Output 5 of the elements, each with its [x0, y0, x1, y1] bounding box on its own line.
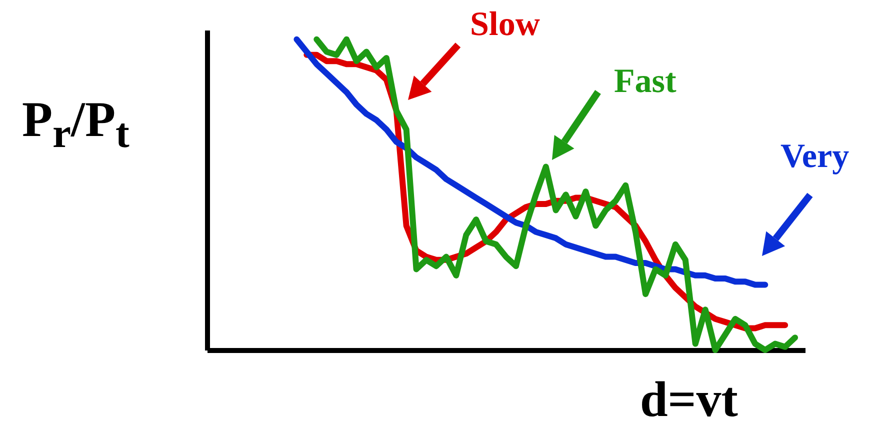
text: Very [780, 138, 850, 176]
y-axis-title: P$_{r}$/P$_{t}$ [22, 90, 130, 158]
text: Slow [470, 6, 540, 44]
x-axis-title: d=vt [640, 370, 738, 428]
text: Fast [614, 63, 676, 101]
